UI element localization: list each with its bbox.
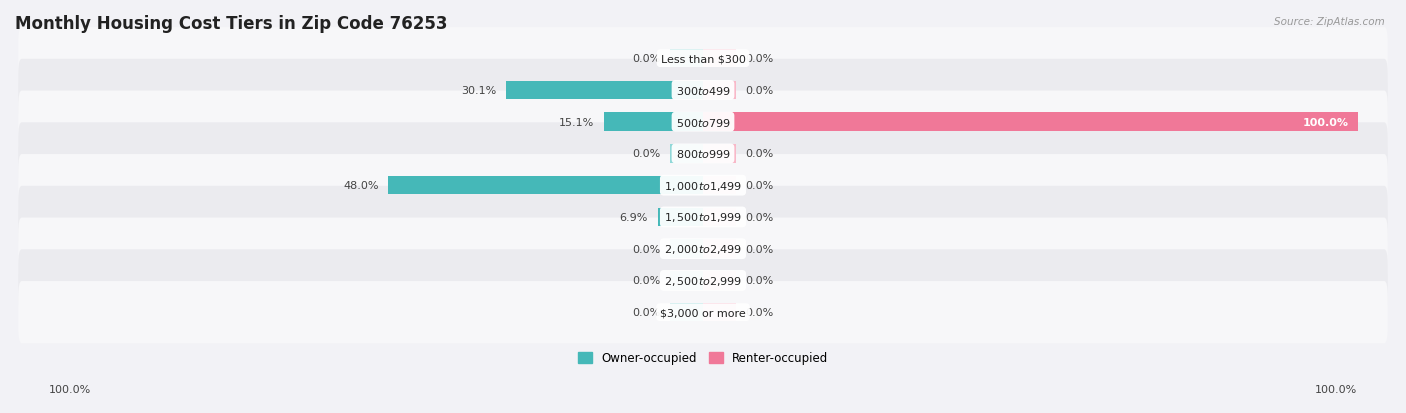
FancyBboxPatch shape: [18, 155, 1388, 217]
Text: 6.9%: 6.9%: [620, 212, 648, 222]
Text: 0.0%: 0.0%: [633, 149, 661, 159]
Text: $1,500 to $1,999: $1,500 to $1,999: [664, 211, 742, 224]
FancyBboxPatch shape: [18, 281, 1388, 344]
Text: 0.0%: 0.0%: [633, 307, 661, 318]
Text: Source: ZipAtlas.com: Source: ZipAtlas.com: [1274, 17, 1385, 26]
Text: 15.1%: 15.1%: [560, 117, 595, 127]
Bar: [671, 303, 703, 322]
Text: 0.0%: 0.0%: [745, 244, 773, 254]
Bar: [703, 303, 735, 322]
Text: 0.0%: 0.0%: [633, 54, 661, 64]
Bar: [388, 176, 703, 195]
Bar: [703, 176, 735, 195]
Bar: [703, 113, 1358, 132]
Text: 0.0%: 0.0%: [745, 149, 773, 159]
Text: 100.0%: 100.0%: [49, 385, 91, 394]
Text: 0.0%: 0.0%: [745, 276, 773, 286]
Text: $2,500 to $2,999: $2,500 to $2,999: [664, 274, 742, 287]
Bar: [703, 50, 735, 68]
Bar: [506, 81, 703, 100]
Text: 48.0%: 48.0%: [343, 181, 378, 191]
Bar: [703, 145, 735, 163]
FancyBboxPatch shape: [18, 218, 1388, 280]
Bar: [605, 113, 703, 132]
Bar: [658, 208, 703, 227]
Legend: Owner-occupied, Renter-occupied: Owner-occupied, Renter-occupied: [572, 347, 834, 369]
Text: 0.0%: 0.0%: [745, 212, 773, 222]
Bar: [703, 303, 735, 322]
Bar: [703, 208, 735, 227]
Bar: [703, 145, 735, 163]
Bar: [671, 240, 703, 258]
Text: 0.0%: 0.0%: [633, 276, 661, 286]
Bar: [671, 145, 703, 163]
Bar: [703, 208, 735, 227]
Bar: [703, 81, 735, 100]
Bar: [671, 272, 703, 290]
Bar: [703, 272, 735, 290]
FancyBboxPatch shape: [18, 28, 1388, 90]
Text: 0.0%: 0.0%: [745, 54, 773, 64]
Bar: [671, 50, 703, 68]
Text: 0.0%: 0.0%: [633, 244, 661, 254]
Text: $3,000 or more: $3,000 or more: [661, 307, 745, 318]
Text: 0.0%: 0.0%: [745, 307, 773, 318]
Bar: [703, 240, 735, 258]
Text: $800 to $999: $800 to $999: [675, 148, 731, 160]
Bar: [703, 81, 735, 100]
Text: $500 to $799: $500 to $799: [675, 116, 731, 128]
FancyBboxPatch shape: [18, 91, 1388, 153]
Text: Monthly Housing Cost Tiers in Zip Code 76253: Monthly Housing Cost Tiers in Zip Code 7…: [15, 15, 447, 33]
FancyBboxPatch shape: [18, 186, 1388, 249]
Bar: [703, 272, 735, 290]
Text: 100.0%: 100.0%: [1302, 117, 1348, 127]
Text: Less than $300: Less than $300: [661, 54, 745, 64]
FancyBboxPatch shape: [18, 123, 1388, 185]
FancyBboxPatch shape: [18, 59, 1388, 122]
Bar: [703, 113, 735, 132]
Text: 30.1%: 30.1%: [461, 86, 496, 96]
Text: $300 to $499: $300 to $499: [675, 85, 731, 97]
FancyBboxPatch shape: [18, 250, 1388, 312]
Bar: [703, 50, 735, 68]
Bar: [703, 240, 735, 258]
Text: $1,000 to $1,499: $1,000 to $1,499: [664, 179, 742, 192]
Bar: [703, 176, 735, 195]
Text: 100.0%: 100.0%: [1315, 385, 1357, 394]
Text: 0.0%: 0.0%: [745, 181, 773, 191]
Text: $2,000 to $2,499: $2,000 to $2,499: [664, 242, 742, 256]
Text: 0.0%: 0.0%: [745, 86, 773, 96]
